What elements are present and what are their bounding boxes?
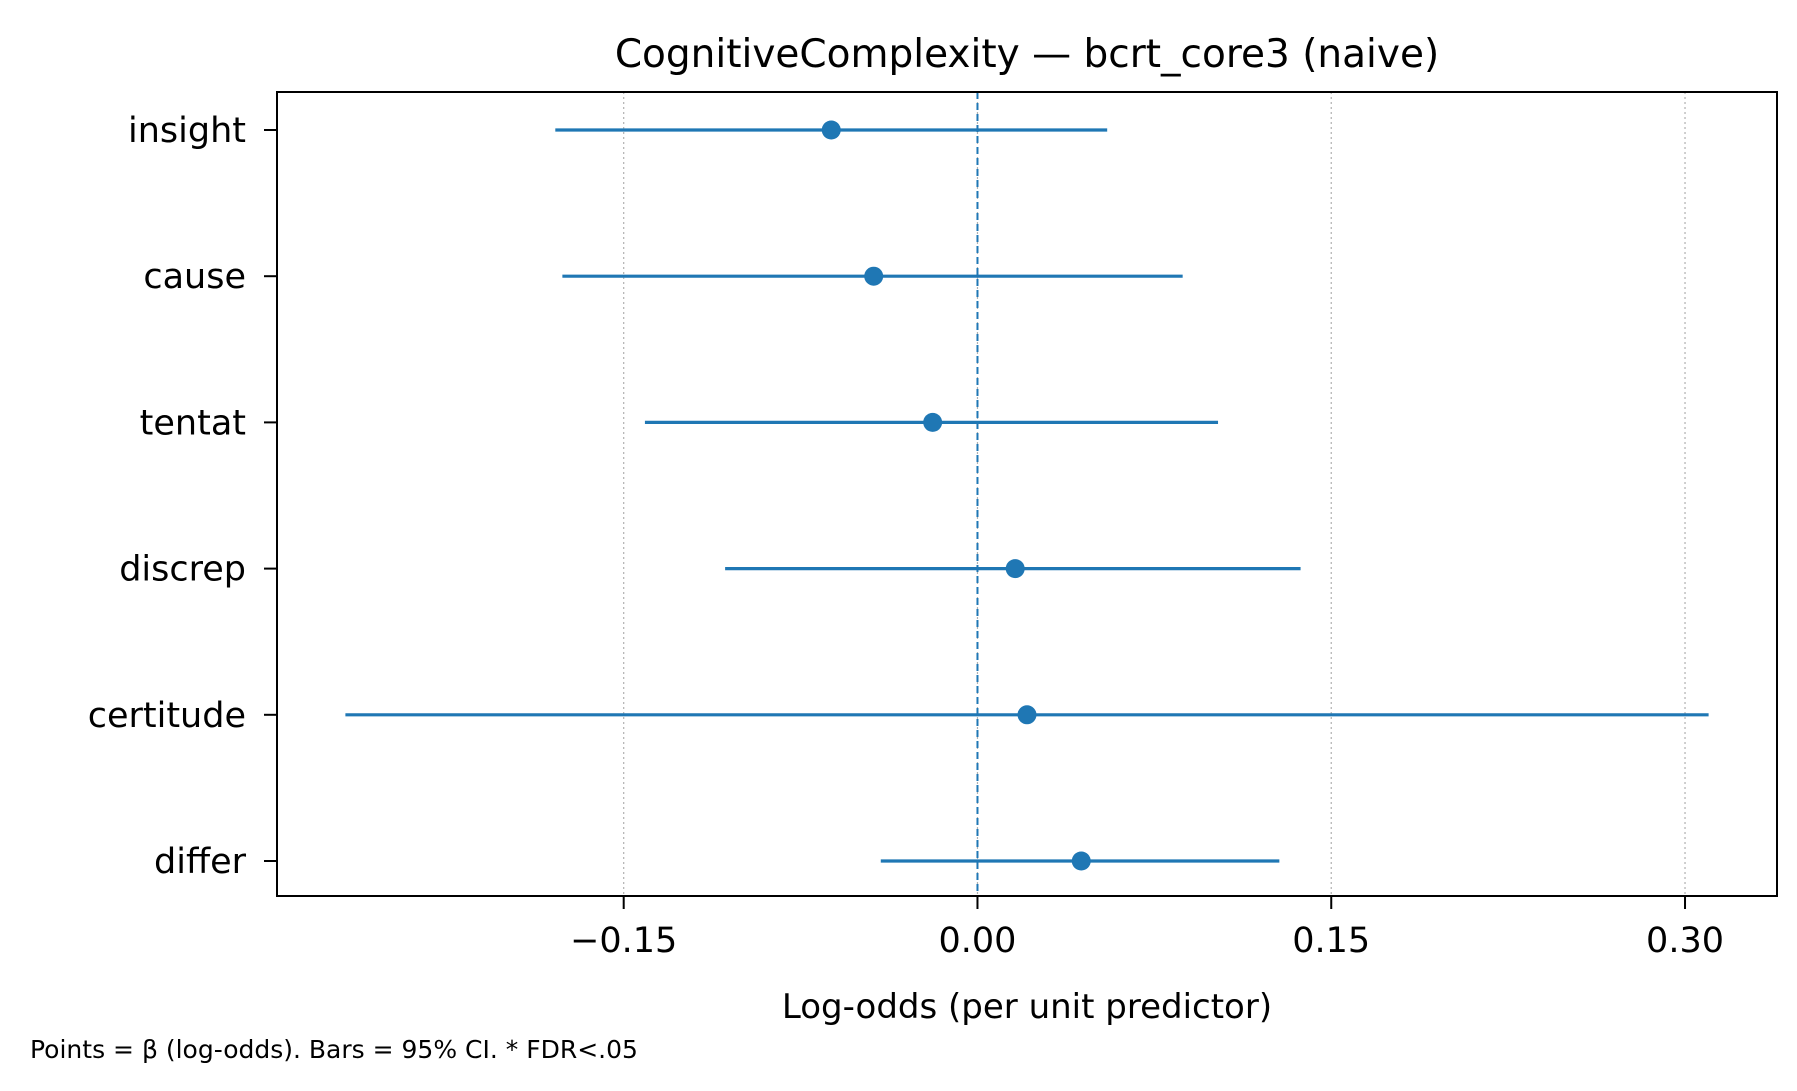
chart-title: CognitiveComplexity — bcrt_core3 (naive)	[615, 32, 1439, 77]
footnote: Points = β (log-odds). Bars = 95% CI. * …	[30, 1035, 638, 1064]
point-estimate	[923, 412, 943, 432]
x-tick-label: −0.15	[570, 921, 677, 961]
y-tick-label: discrep	[119, 550, 246, 590]
y-tick-label: insight	[128, 111, 246, 151]
x-tick-label: 0.30	[1646, 921, 1724, 961]
plot-frame	[276, 91, 1778, 897]
point-estimate	[1005, 559, 1025, 579]
point-estimate	[1017, 705, 1037, 725]
y-tick-label: cause	[143, 257, 246, 297]
y-tick-label: certitude	[88, 696, 246, 736]
point-estimate	[821, 120, 841, 140]
x-tick-label: 0.00	[939, 921, 1017, 961]
point-estimate	[1071, 851, 1091, 871]
x-tick-label: 0.15	[1292, 921, 1370, 961]
data-layer	[345, 120, 1709, 871]
y-tick-label: differ	[154, 842, 247, 882]
axis-layer: insight cause tentat discrep certitude differ…	[88, 111, 1724, 961]
y-tick-label: tentat	[140, 403, 246, 443]
x-axis-label: Log-odds (per unit predictor)	[782, 987, 1272, 1027]
point-estimate	[864, 266, 884, 286]
